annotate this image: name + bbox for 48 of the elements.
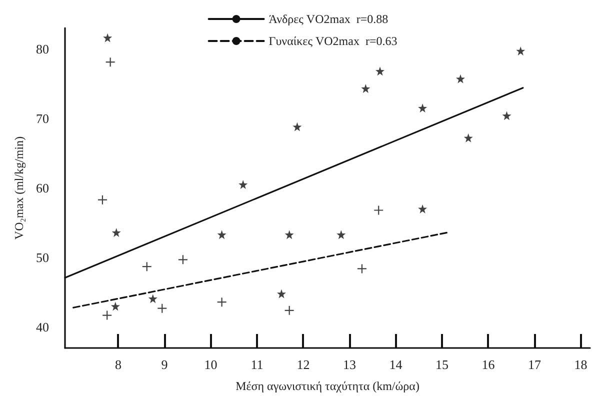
point [336,230,346,240]
point [216,297,227,308]
x-tick-label: 10 [204,357,218,372]
point [142,262,152,272]
x-tick-label: 11 [250,357,264,372]
point [178,254,188,265]
point [157,303,168,314]
x-tick-label: 12 [296,357,310,372]
point [112,228,121,238]
point [464,133,473,142]
x-tick-label: 8 [114,357,122,372]
y-tick-label: 80 [36,41,49,56]
y-tick-label: 40 [36,320,49,335]
point [361,84,370,94]
point [276,289,286,298]
point [418,204,428,214]
point [238,180,248,190]
point [103,33,112,42]
y-axis-title: VO₂max (ml/kg/min) [12,136,26,240]
point [110,302,120,311]
point [502,111,512,120]
point [284,230,294,240]
point [148,294,158,304]
x-tick-label: 9 [161,357,168,372]
y-tick-label: 70 [36,110,49,126]
point [292,122,302,132]
point [516,46,526,56]
x-tick-label: 17 [528,357,542,372]
point [217,230,226,240]
point [456,74,465,84]
x-axis-title: Μέση αγωνιστική ταχύτητα (km/ώρα) [236,379,420,393]
legend-label: Άνδρες VO2max r=0.88 [268,12,388,26]
point [374,205,384,216]
x-tick-label: 14 [389,357,403,372]
point [102,310,112,320]
legend-label: Γυναίκες VO2max r=0.63 [268,34,398,48]
point [105,57,116,68]
y-tick-label: 60 [36,180,49,196]
x-tick-label: 15 [435,357,448,372]
point [376,66,384,76]
x-tick-label: 13 [342,357,356,372]
point [418,104,428,112]
point [356,264,368,274]
x-tick-label: 18 [574,357,588,372]
y-tick-label: 50 [36,250,49,266]
x-tick-label: 16 [482,357,496,372]
point [97,194,108,205]
point [284,305,294,316]
